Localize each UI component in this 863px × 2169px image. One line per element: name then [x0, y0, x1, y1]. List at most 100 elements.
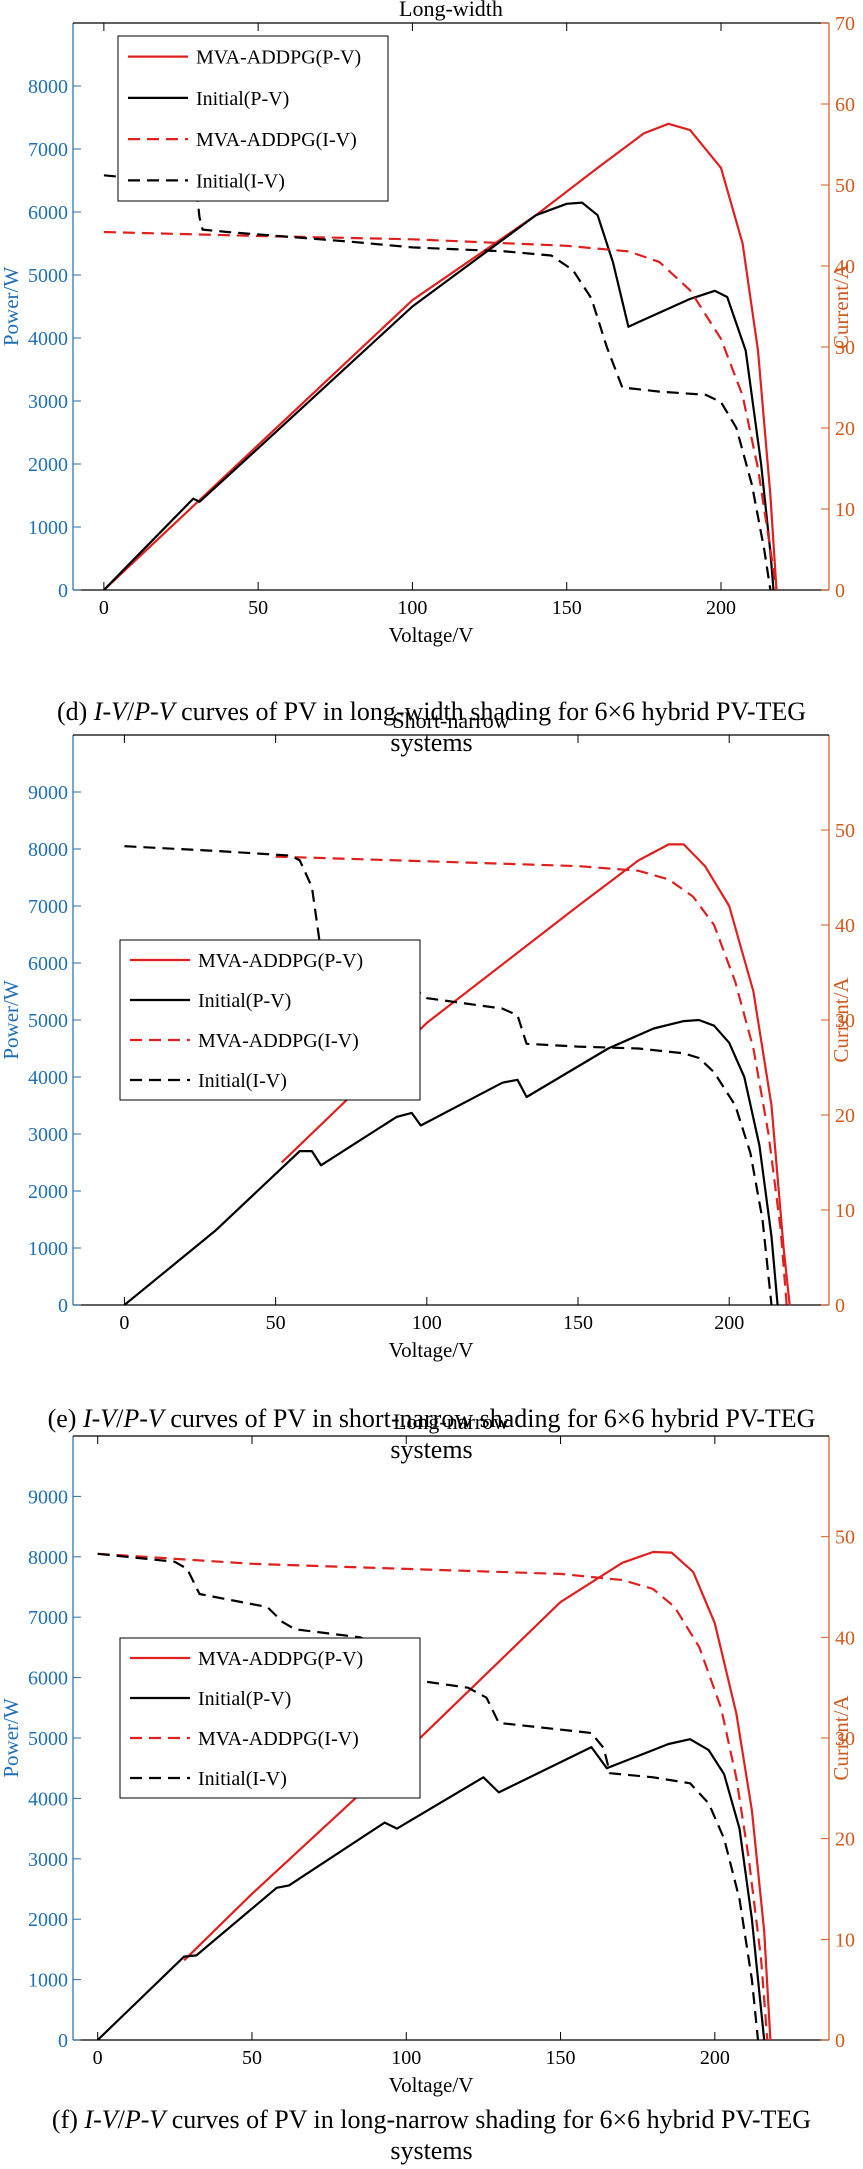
p3-chart-title: Long-narrow: [393, 1409, 509, 1434]
p3-legend-box: [119, 1637, 421, 1799]
p3-series-line-3: [97, 1552, 769, 2040]
p2-legend-label-2: Initial(P-V): [198, 990, 291, 1012]
p2-series-line-2: [123, 1018, 779, 1305]
p2-left-y-tick-label: 4000: [28, 1067, 68, 1089]
caption-e-iv: I-V: [82, 1404, 117, 1433]
p3-left-y-tick-label: 0: [58, 2030, 68, 2052]
p3-legend-label-1: MVA-ADDPG(P-V): [198, 1648, 363, 1670]
p1-chart-title: Long-width: [399, 0, 503, 21]
p1-right-y-tick-label: 20: [835, 418, 855, 440]
p2-legend-box: [119, 939, 421, 1101]
caption-d-slash: /: [126, 697, 135, 726]
p2-legend-label-3: MVA-ADDPG(I-V): [198, 1030, 359, 1052]
p2-right-y-tick-label: 0: [835, 1295, 845, 1317]
p3-left-y-axis-label: Power/W: [0, 1698, 23, 1777]
p1-left-y-tick-label: 3000: [28, 391, 68, 413]
p3-right-y-tick-label: 30: [835, 1728, 855, 1750]
p3-left-y-tick-label: 6000: [28, 1668, 68, 1690]
p2-left-y-tick-label: 7000: [28, 896, 68, 918]
p3-x-tick-label: 50: [242, 2047, 262, 2069]
p3-left-y-tick-label: 4000: [28, 1788, 68, 1810]
p3-x-axis-label: Voltage/V: [389, 2073, 474, 2097]
p3-left-y-tick-label: 9000: [28, 1486, 68, 1508]
p1-x-tick-label: 100: [397, 597, 427, 619]
p2-legend-label-4: Initial(I-V): [198, 1070, 287, 1092]
caption-f-prefix: (f): [51, 2105, 85, 2134]
p1-right-y-tick-label: 10: [835, 499, 855, 521]
caption-f-text: curves of PV in long-narrow shading for …: [165, 2105, 812, 2134]
p2-right-y-tick-label: 20: [835, 1105, 855, 1127]
p1-left-y-tick-label: 2000: [28, 454, 68, 476]
caption-d-pv: P-V: [134, 697, 175, 726]
p2-right-y-tick-label: 40: [835, 915, 855, 937]
p2-right-y-axis-label: Current/A: [829, 977, 853, 1063]
p1-left-y-axis-label: Power/W: [0, 267, 23, 346]
p1-right-y-axis-label: Current/A: [829, 263, 853, 349]
p1-chart: Long-width 0 50 100 150 200 Voltage/V 0 1000 2000…: [0, 0, 855, 647]
p3-x-tick-label: 0: [93, 2047, 103, 2069]
p3-legend-label-3: MVA-ADDPG(I-V): [198, 1728, 359, 1750]
p1-left-y-tick-label: 8000: [28, 76, 68, 98]
p3-left-y-tick-label: 8000: [28, 1547, 68, 1569]
p3-x-tick-label: 200: [700, 2047, 730, 2069]
p1-legend-label-4: Initial(I-V): [196, 170, 285, 192]
caption-e-text: curves of PV in short-narrow shading for…: [163, 1404, 816, 1433]
p2-legend: MVA-ADDPG(P-V) Initial(P-V) MVA-ADDPG(I-V)…: [119, 939, 421, 1101]
p2-x-axis-label: Voltage/V: [389, 1338, 474, 1362]
p2-right-y-tick-label: 30: [835, 1010, 855, 1032]
p1-right-y-tick-label: 40: [835, 256, 855, 278]
p3-left-y-tick-label: 5000: [28, 1728, 68, 1750]
p3-right-y-tick-label: 20: [835, 1829, 855, 1851]
p1-right-y-tick-label: 70: [835, 13, 855, 35]
caption-d-iv: I-V: [93, 697, 127, 726]
p1-series-line-4: [103, 174, 772, 590]
p1-left-y-tick-label: 7000: [28, 139, 68, 161]
p2-left-y-tick-label: 9000: [28, 782, 68, 804]
p2-left-y-tick-label: 2000: [28, 1181, 68, 1203]
p1-x-tick-label: 50: [248, 597, 268, 619]
p1-left-y-tick-label: 0: [58, 580, 68, 602]
p1-x-tick-label: 0: [99, 597, 109, 619]
caption-d: (d) I-V/P-V curves of PV in long-width s…: [0, 696, 863, 758]
caption-d-text: curves of PV in long-width shading for 6…: [174, 697, 807, 726]
p1-series-line-1: [103, 122, 778, 590]
p2-x-tick-label: 100: [412, 1312, 442, 1334]
caption-d-line2: systems: [390, 728, 473, 757]
p1-x-tick-label: 200: [706, 597, 736, 619]
p2-left-y-tick-label: 8000: [28, 839, 68, 861]
p3-right-y-tick-label: 0: [835, 2030, 845, 2052]
p3-legend: MVA-ADDPG(P-V) Initial(P-V) MVA-ADDPG(I-V)…: [119, 1637, 421, 1799]
p2-right-y-tick-label: 50: [835, 820, 855, 842]
p2-left-y-tick-label: 0: [58, 1295, 68, 1317]
p3-legend-label-4: Initial(I-V): [198, 1768, 287, 1790]
p1-x-axis-label: Voltage/V: [389, 623, 474, 647]
p2-left-y-axis-label: Power/W: [0, 980, 23, 1059]
caption-f: (f) I-V/P-V curves of PV in long-narrow …: [0, 2104, 863, 2166]
p2-chart-title: Short-narrow: [392, 708, 509, 733]
p3-series-line-4: [97, 1552, 760, 2040]
p1-left-y-tick-label: 1000: [28, 517, 68, 539]
p3-right-y-tick-label: 50: [835, 1527, 855, 1549]
p1-series-line-2: [103, 201, 775, 590]
p2-left-y-tick-label: 3000: [28, 1124, 68, 1146]
caption-e-prefix: (e): [47, 1404, 83, 1433]
p1-left-y-tick-label: 6000: [28, 202, 68, 224]
p1-x-tick-label: 150: [552, 597, 582, 619]
p1-legend-box: [117, 35, 389, 202]
caption-e: (e) I-V/P-V curves of PV in short-narrow…: [0, 1403, 863, 1465]
p2-left-y-tick-label: 5000: [28, 1010, 68, 1032]
p2-x-tick-label: 150: [563, 1312, 593, 1334]
p2-left-y-tick-label: 1000: [28, 1238, 68, 1260]
caption-f-slash: /: [117, 2105, 125, 2134]
p1-right-y-tick-label: 30: [835, 337, 855, 359]
p2-x-tick-label: 200: [714, 1312, 744, 1334]
p1-left-y-tick-label: 4000: [28, 328, 68, 350]
p2-legend-label-1: MVA-ADDPG(P-V): [198, 950, 363, 972]
caption-e-slash: /: [116, 1404, 124, 1433]
p1-legend-label-3: MVA-ADDPG(I-V): [196, 129, 357, 151]
p3-x-tick-label: 150: [546, 2047, 576, 2069]
p3-left-y-tick-label: 3000: [28, 1849, 68, 1871]
caption-d-prefix: (d): [56, 697, 94, 726]
